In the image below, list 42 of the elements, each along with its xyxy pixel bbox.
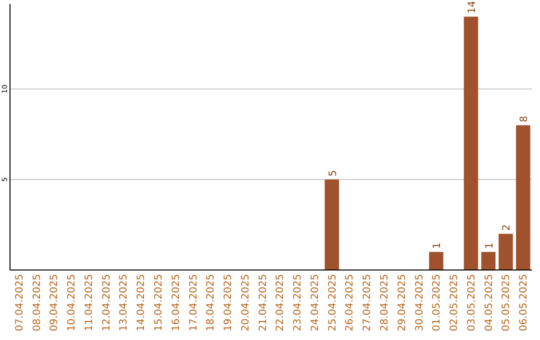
x-tick-label: 19.04.2025 — [223, 274, 234, 332]
x-tick-label: 13.04.2025 — [118, 274, 130, 332]
x-tick-label: 23.04.2025 — [292, 274, 304, 332]
x-tick-label: 03.05.2025 — [466, 274, 478, 332]
x-tick-label: 02.05.2025 — [449, 274, 460, 332]
data-label: 1 — [484, 242, 496, 249]
x-tick-label: 30.04.2025 — [414, 274, 426, 332]
bar — [516, 125, 530, 270]
x-tick-label: 16.04.2025 — [170, 274, 182, 332]
x-tick-label: 05.05.2025 — [501, 274, 512, 332]
x-tick-label: 26.04.2025 — [344, 274, 356, 332]
x-tick-label: 25.04.2025 — [327, 274, 338, 332]
x-tick-label: 07.04.2025 — [14, 274, 26, 332]
data-label: 1 — [432, 242, 444, 249]
x-tick-label: 11.04.2025 — [84, 274, 95, 332]
x-tick-label: 15.04.2025 — [153, 274, 164, 332]
x-tick-label: 22.04.2025 — [275, 274, 286, 332]
x-tick-label: 18.04.2025 — [206, 274, 217, 332]
x-tick-label: 17.04.2025 — [188, 274, 200, 332]
bar — [498, 234, 513, 270]
x-tick-label: 06.05.2025 — [518, 274, 530, 332]
bar — [464, 16, 478, 270]
data-label: 14 — [466, 0, 478, 14]
data-label: 8 — [519, 116, 530, 122]
x-tick-label: 29.04.2025 — [396, 274, 408, 332]
x-tick-label: 12.04.2025 — [101, 274, 112, 332]
x-tick-label: 08.04.2025 — [32, 274, 43, 332]
x-tick-label: 21.04.2025 — [258, 274, 269, 332]
bar — [324, 180, 339, 270]
x-tick-label: 20.04.2025 — [240, 274, 252, 332]
x-tick-label: 04.05.2025 — [484, 274, 495, 332]
x-tick-label: 24.04.2025 — [310, 274, 321, 332]
x-tick-label: 28.04.2025 — [380, 274, 391, 332]
x-tick-label: 27.04.2025 — [362, 274, 374, 332]
data-label: 2 — [502, 224, 513, 231]
x-tick-label: 01.05.2025 — [432, 274, 443, 332]
bar — [481, 252, 496, 270]
bar — [429, 252, 444, 270]
x-tick-label: 14.04.2025 — [136, 274, 148, 332]
x-tick-label: 10.04.2025 — [66, 274, 78, 332]
x-tick-label: 09.04.2025 — [49, 274, 60, 332]
data-label: 5 — [328, 170, 339, 177]
